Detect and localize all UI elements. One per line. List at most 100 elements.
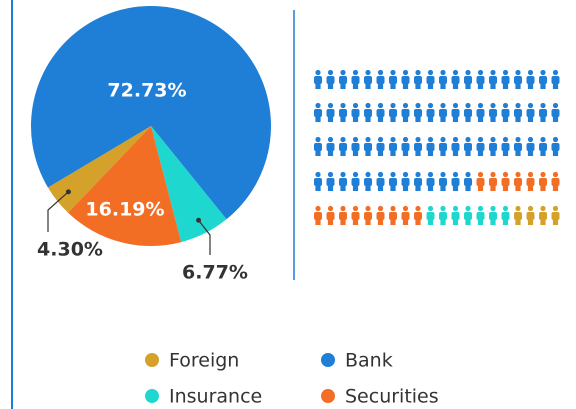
person-head (527, 102, 534, 109)
person-legs (327, 115, 334, 122)
person-icon (464, 205, 472, 225)
person-head (515, 171, 521, 178)
data-label: 16.19% (85, 199, 164, 221)
person-icon (351, 69, 360, 89)
person-head (452, 136, 459, 143)
person-legs (390, 149, 396, 156)
person-icon (426, 69, 435, 89)
person-head (340, 69, 346, 76)
person-head (377, 205, 384, 212)
person-legs (552, 115, 559, 122)
person-legs (365, 149, 371, 156)
person-legs (340, 218, 346, 225)
person-head (502, 205, 509, 212)
person-legs (527, 184, 534, 191)
person-legs (502, 149, 509, 156)
person-legs (452, 82, 459, 89)
person-head (552, 171, 559, 178)
person-head (552, 205, 559, 212)
person-icon (364, 69, 372, 89)
person-legs (552, 218, 559, 225)
person-head (452, 69, 459, 76)
person-icon (501, 171, 510, 191)
person-head (502, 171, 509, 178)
legend-marker (145, 353, 159, 367)
person-legs (327, 82, 334, 89)
person-legs (315, 82, 321, 89)
person-head (415, 205, 421, 212)
person-legs (402, 115, 409, 122)
person-legs (452, 115, 459, 122)
person-legs (402, 149, 409, 156)
person-head (327, 171, 334, 178)
person-legs (477, 82, 484, 89)
person-head (540, 69, 546, 76)
person-legs (502, 115, 509, 122)
person-icon (339, 171, 347, 191)
person-legs (515, 218, 521, 225)
person-legs (465, 218, 471, 225)
person-icon (526, 102, 535, 122)
person-head (527, 69, 534, 76)
person-legs (540, 82, 546, 89)
person-legs (527, 115, 534, 122)
person-icon (501, 102, 510, 122)
person-legs (390, 184, 396, 191)
person-icon (489, 136, 497, 156)
person-head (427, 136, 434, 143)
person-icon (376, 205, 385, 225)
person-head (352, 171, 359, 178)
legend-label: Securities (345, 386, 439, 408)
person-icon (401, 102, 410, 122)
person-icon (439, 171, 447, 191)
person-icon (414, 136, 422, 156)
person-legs (502, 82, 509, 89)
person-icon (326, 171, 335, 191)
person-icon (451, 102, 460, 122)
person-icon (464, 102, 472, 122)
person-icon (314, 102, 322, 122)
person-icon (364, 205, 372, 225)
person-head (465, 136, 471, 143)
person-head (452, 205, 459, 212)
person-head (340, 205, 346, 212)
person-legs (427, 115, 434, 122)
person-head (402, 136, 409, 143)
person-icon (339, 205, 347, 225)
person-head (490, 205, 496, 212)
person-head (452, 171, 459, 178)
person-head (465, 205, 471, 212)
person-legs (540, 149, 546, 156)
person-legs (452, 149, 459, 156)
person-head (352, 69, 359, 76)
person-legs (552, 184, 559, 191)
person-legs (527, 149, 534, 156)
person-head (502, 136, 509, 143)
person-icon (339, 102, 347, 122)
person-icon (514, 69, 522, 89)
person-icon (339, 69, 347, 89)
person-icon (526, 136, 535, 156)
person-icon (551, 136, 560, 156)
person-head (552, 69, 559, 76)
person-head (490, 171, 496, 178)
person-head (477, 171, 484, 178)
person-icon (514, 171, 522, 191)
person-legs (477, 115, 484, 122)
person-legs (427, 218, 434, 225)
person-icon (426, 205, 435, 225)
person-legs (490, 82, 496, 89)
person-legs (440, 82, 446, 89)
pictogram (314, 69, 560, 225)
person-icon (551, 205, 560, 225)
person-icon (351, 136, 360, 156)
person-legs (427, 149, 434, 156)
person-icon (326, 102, 335, 122)
person-legs (515, 115, 521, 122)
person-legs (440, 218, 446, 225)
person-head (340, 102, 346, 109)
person-icon (439, 102, 447, 122)
person-head (427, 102, 434, 109)
person-head (552, 102, 559, 109)
person-legs (377, 218, 384, 225)
